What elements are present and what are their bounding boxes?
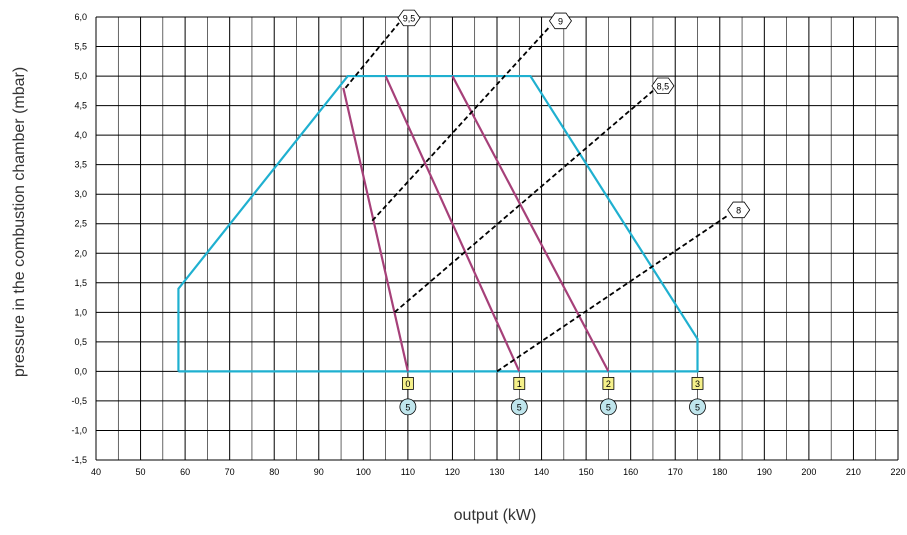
circle-marker-label: 5: [405, 402, 410, 412]
setting-line: [384, 75, 521, 372]
square-marker: [401, 376, 414, 390]
square-marker: [602, 376, 615, 390]
dashed-line: [344, 22, 400, 89]
circle-marker: [399, 398, 417, 416]
x-tick-label: 180: [712, 467, 727, 477]
envelope-layer: [177, 74, 699, 373]
bottom-markers-layer: 0 5 1 5 2 5 3 5: [399, 376, 706, 416]
hexagon-label-icon: [548, 12, 572, 30]
dashed-line: [496, 214, 730, 373]
square-marker: [691, 376, 704, 390]
x-tick-label: 220: [890, 467, 905, 477]
dashed-line: [393, 90, 654, 314]
circle-marker: [599, 398, 617, 416]
dashed-line-label: 8: [736, 205, 741, 215]
y-tick-label: 0,0: [74, 366, 87, 376]
square-marker-label: 0: [405, 379, 410, 389]
dashed-lines-layer: 9,5 9 8,5 8: [344, 9, 751, 373]
x-tick-label: 190: [757, 467, 772, 477]
y-tick-label: 4,5: [74, 101, 87, 111]
x-tick-label: 40: [91, 467, 101, 477]
x-tick-label: 50: [136, 467, 146, 477]
x-tick-label: 160: [623, 467, 638, 477]
y-tick-label: -1,0: [71, 425, 87, 435]
y-tick-label: 0,5: [74, 337, 87, 347]
y-tick-label: 1,0: [74, 307, 87, 317]
dashed-line-label: 8,5: [657, 81, 670, 91]
x-tick-label: 100: [356, 467, 371, 477]
hexagon-label-icon: [397, 9, 421, 27]
y-tick-label: 1,5: [74, 278, 87, 288]
circle-marker: [689, 398, 706, 416]
y-tick-label: 2,0: [74, 248, 87, 258]
y-tick-label: 3,5: [74, 160, 87, 170]
x-tick-label: 120: [445, 467, 460, 477]
setting-lines-layer: [342, 75, 610, 372]
x-tick-label: 90: [314, 467, 324, 477]
x-tick-label: 200: [801, 467, 816, 477]
x-tick-label: 210: [846, 467, 861, 477]
y-tick-label: -0,5: [71, 396, 87, 406]
dashed-line: [371, 25, 552, 222]
circle-marker: [510, 398, 528, 416]
y-tick-label: -1,5: [71, 455, 87, 465]
y-tick-label: 5,0: [74, 71, 87, 81]
y-axis-label: pressure in the combustion chamber (mbar…: [11, 67, 28, 377]
working-field-envelope: [177, 74, 699, 373]
y-tick-label: 6,0: [74, 12, 87, 22]
circle-marker-label: 5: [606, 402, 611, 412]
square-marker: [513, 376, 526, 390]
x-axis-label: output (kW): [454, 507, 537, 524]
dashed-line-label: 9: [558, 16, 563, 26]
hexagon-label-icon: [727, 201, 751, 219]
circle-marker-label: 5: [517, 402, 522, 412]
y-tick-label: 2,5: [74, 219, 87, 229]
square-marker-label: 3: [695, 379, 700, 389]
tick-labels: 40 50 60 70 80 90 100 110 120 130 140 150 160 170 180 1…: [71, 12, 905, 477]
setting-line: [451, 75, 610, 372]
y-tick-label: 5,5: [74, 42, 87, 52]
x-tick-label: 80: [269, 467, 279, 477]
x-tick-label: 170: [668, 467, 683, 477]
x-tick-label: 110: [401, 467, 415, 477]
x-tick-label: 60: [180, 467, 190, 477]
x-tick-label: 130: [489, 467, 504, 477]
setting-line: [342, 87, 409, 372]
circle-marker-label: 5: [695, 402, 700, 412]
hexagon-label-icon: [651, 77, 675, 95]
x-tick-label: 140: [534, 467, 549, 477]
y-tick-label: 4,0: [74, 130, 87, 140]
square-marker-label: 1: [517, 379, 522, 389]
square-marker-label: 2: [606, 379, 611, 389]
x-tick-label: 150: [579, 467, 594, 477]
dashed-line-label: 9,5: [403, 13, 416, 23]
y-tick-label: 3,0: [74, 189, 87, 199]
x-tick-label: 70: [225, 467, 235, 477]
